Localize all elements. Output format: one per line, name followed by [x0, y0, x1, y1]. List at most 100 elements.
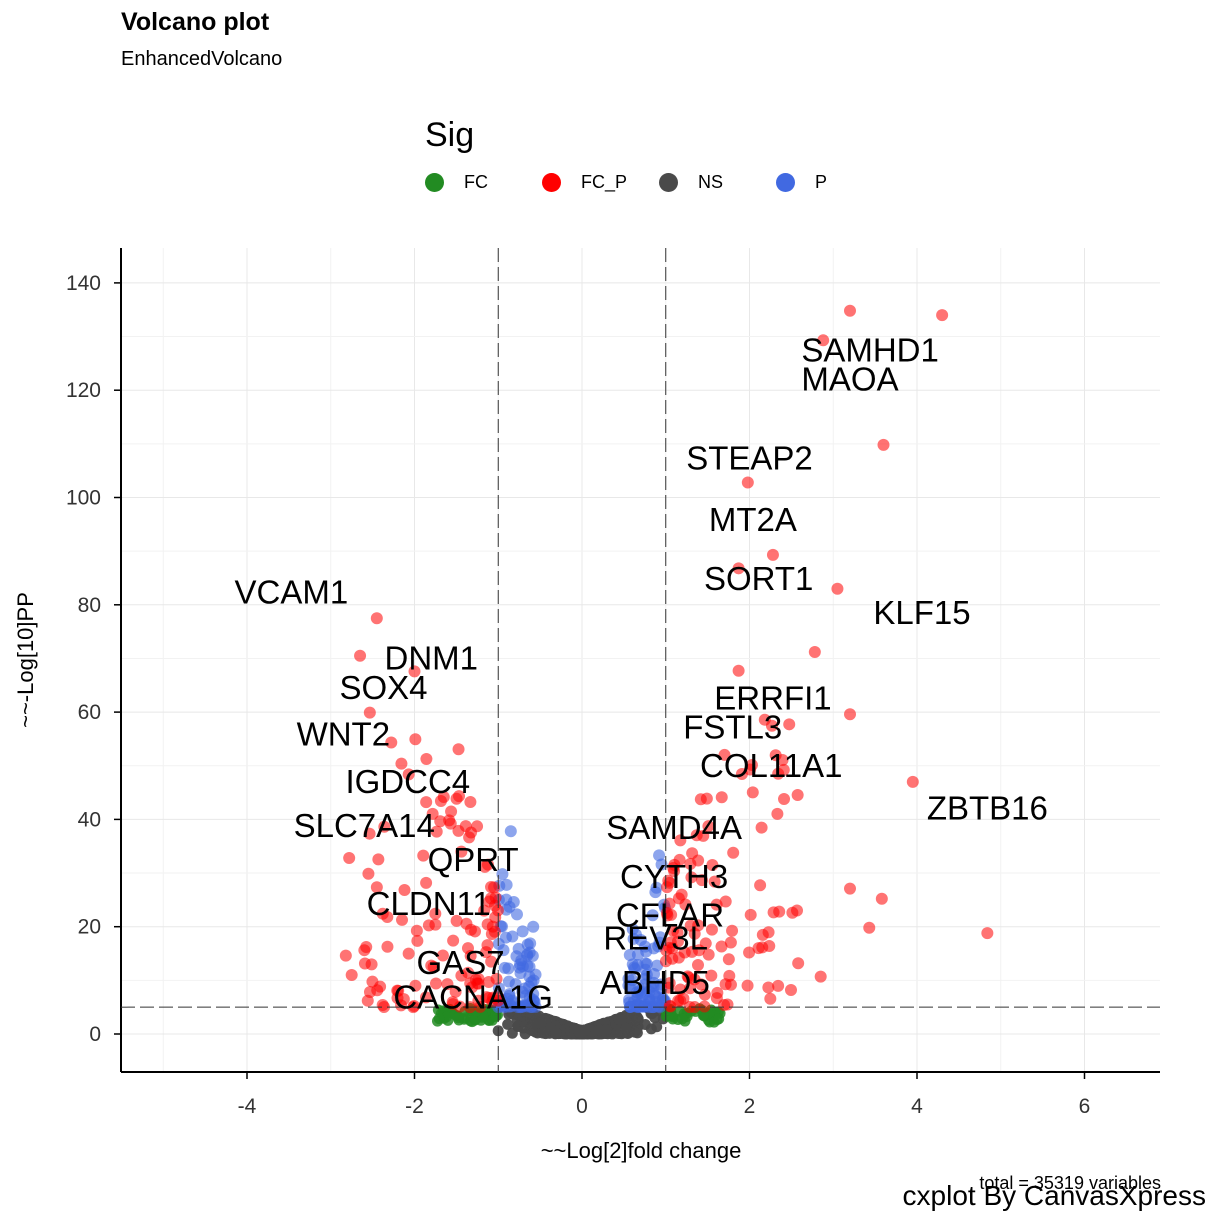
data-point: [936, 309, 949, 322]
gene-label: QPRT: [428, 841, 519, 878]
legend-label-ns: NS: [698, 172, 724, 192]
data-point: [523, 970, 536, 983]
data-point: [724, 936, 737, 949]
data-point: [708, 875, 721, 888]
legend-item-fc[interactable]: FC: [425, 172, 488, 193]
data-point: [377, 1001, 390, 1014]
data-point: [677, 992, 690, 1005]
data-point: [422, 919, 435, 932]
data-point: [481, 858, 494, 871]
legend-item-ns[interactable]: NS: [659, 172, 723, 193]
data-point: [402, 947, 415, 960]
data-point: [482, 975, 495, 988]
gene-label: REV3L: [603, 920, 708, 957]
data-point: [754, 879, 767, 892]
data-point: [378, 820, 391, 833]
data-point: [506, 930, 519, 943]
data-point: [766, 548, 779, 561]
data-point: [429, 977, 442, 990]
data-point: [429, 907, 442, 920]
x-tick-label: -4: [238, 1095, 257, 1118]
data-point: [718, 998, 731, 1011]
data-point: [408, 665, 421, 678]
gene-label: WNT2: [297, 716, 391, 753]
data-point: [594, 1024, 606, 1036]
data-point: [363, 827, 376, 840]
data-point: [676, 1013, 688, 1025]
data-point: [685, 871, 698, 884]
data-point: [464, 949, 477, 962]
data-point: [492, 982, 505, 995]
legend-item-p[interactable]: P: [776, 172, 827, 193]
data-point: [381, 940, 394, 953]
y-tick-label: 80: [78, 594, 101, 617]
data-point: [643, 1001, 656, 1014]
legend-title: Sig: [425, 116, 475, 154]
data-point: [474, 1000, 487, 1013]
data-point: [762, 926, 775, 939]
gene-label: IGDCC4: [345, 763, 470, 800]
data-point: [726, 924, 739, 937]
data-point: [713, 1013, 725, 1025]
gene-label: MT2A: [709, 501, 797, 538]
data-point: [527, 920, 540, 933]
data-point: [365, 958, 378, 971]
x-tick-label: 4: [911, 1095, 923, 1118]
x-tick-label: 0: [576, 1095, 588, 1118]
data-point: [664, 1000, 677, 1013]
data-point: [510, 950, 523, 963]
data-point: [718, 748, 731, 761]
data-point: [370, 612, 383, 625]
data-point: [464, 977, 477, 990]
data-point: [684, 857, 697, 870]
data-point: [758, 713, 771, 726]
data-point: [645, 1023, 657, 1035]
data-point: [684, 982, 697, 995]
data-point: [711, 986, 724, 999]
data-point: [452, 743, 465, 756]
gene-label: KLF15: [873, 594, 970, 631]
data-point: [762, 981, 775, 994]
data-point: [460, 917, 473, 930]
y-axis-label: ~~-Log[10]PP: [13, 592, 38, 728]
data-point: [640, 945, 653, 958]
data-point: [511, 1001, 524, 1014]
data-point: [808, 646, 821, 659]
data-point: [464, 796, 477, 809]
legend-item-fc-p[interactable]: FC_P: [542, 172, 627, 193]
data-point: [381, 910, 394, 923]
data-point: [627, 995, 640, 1008]
data-point: [719, 978, 732, 991]
data-point: [516, 925, 529, 938]
gene-label: FSTL3: [683, 709, 782, 746]
data-point: [343, 852, 356, 865]
data-point: [488, 881, 501, 894]
data-point: [452, 824, 465, 837]
data-point: [360, 941, 373, 954]
data-point: [679, 898, 692, 911]
data-point: [550, 1027, 562, 1039]
data-point: [636, 989, 649, 1002]
data-point: [478, 904, 491, 917]
data-point: [706, 859, 719, 872]
data-point: [631, 1023, 643, 1035]
gene-label: CACNA1G: [393, 979, 553, 1016]
data-point: [463, 831, 476, 844]
data-point: [391, 984, 404, 997]
data-point: [521, 959, 534, 972]
data-point: [639, 972, 652, 985]
data-point: [663, 977, 676, 990]
gene-label: CYTH3: [620, 858, 728, 895]
data-point: [502, 962, 515, 975]
gene-label: ABHD5: [600, 964, 710, 1001]
data-point: [698, 1000, 711, 1013]
data-point: [741, 476, 754, 489]
data-point: [666, 942, 679, 955]
data-point: [502, 975, 515, 988]
data-point: [516, 986, 529, 999]
data-point: [741, 979, 754, 992]
data-point: [419, 991, 432, 1004]
data-point: [449, 985, 462, 998]
data-point: [791, 788, 804, 801]
data-point: [674, 834, 687, 847]
